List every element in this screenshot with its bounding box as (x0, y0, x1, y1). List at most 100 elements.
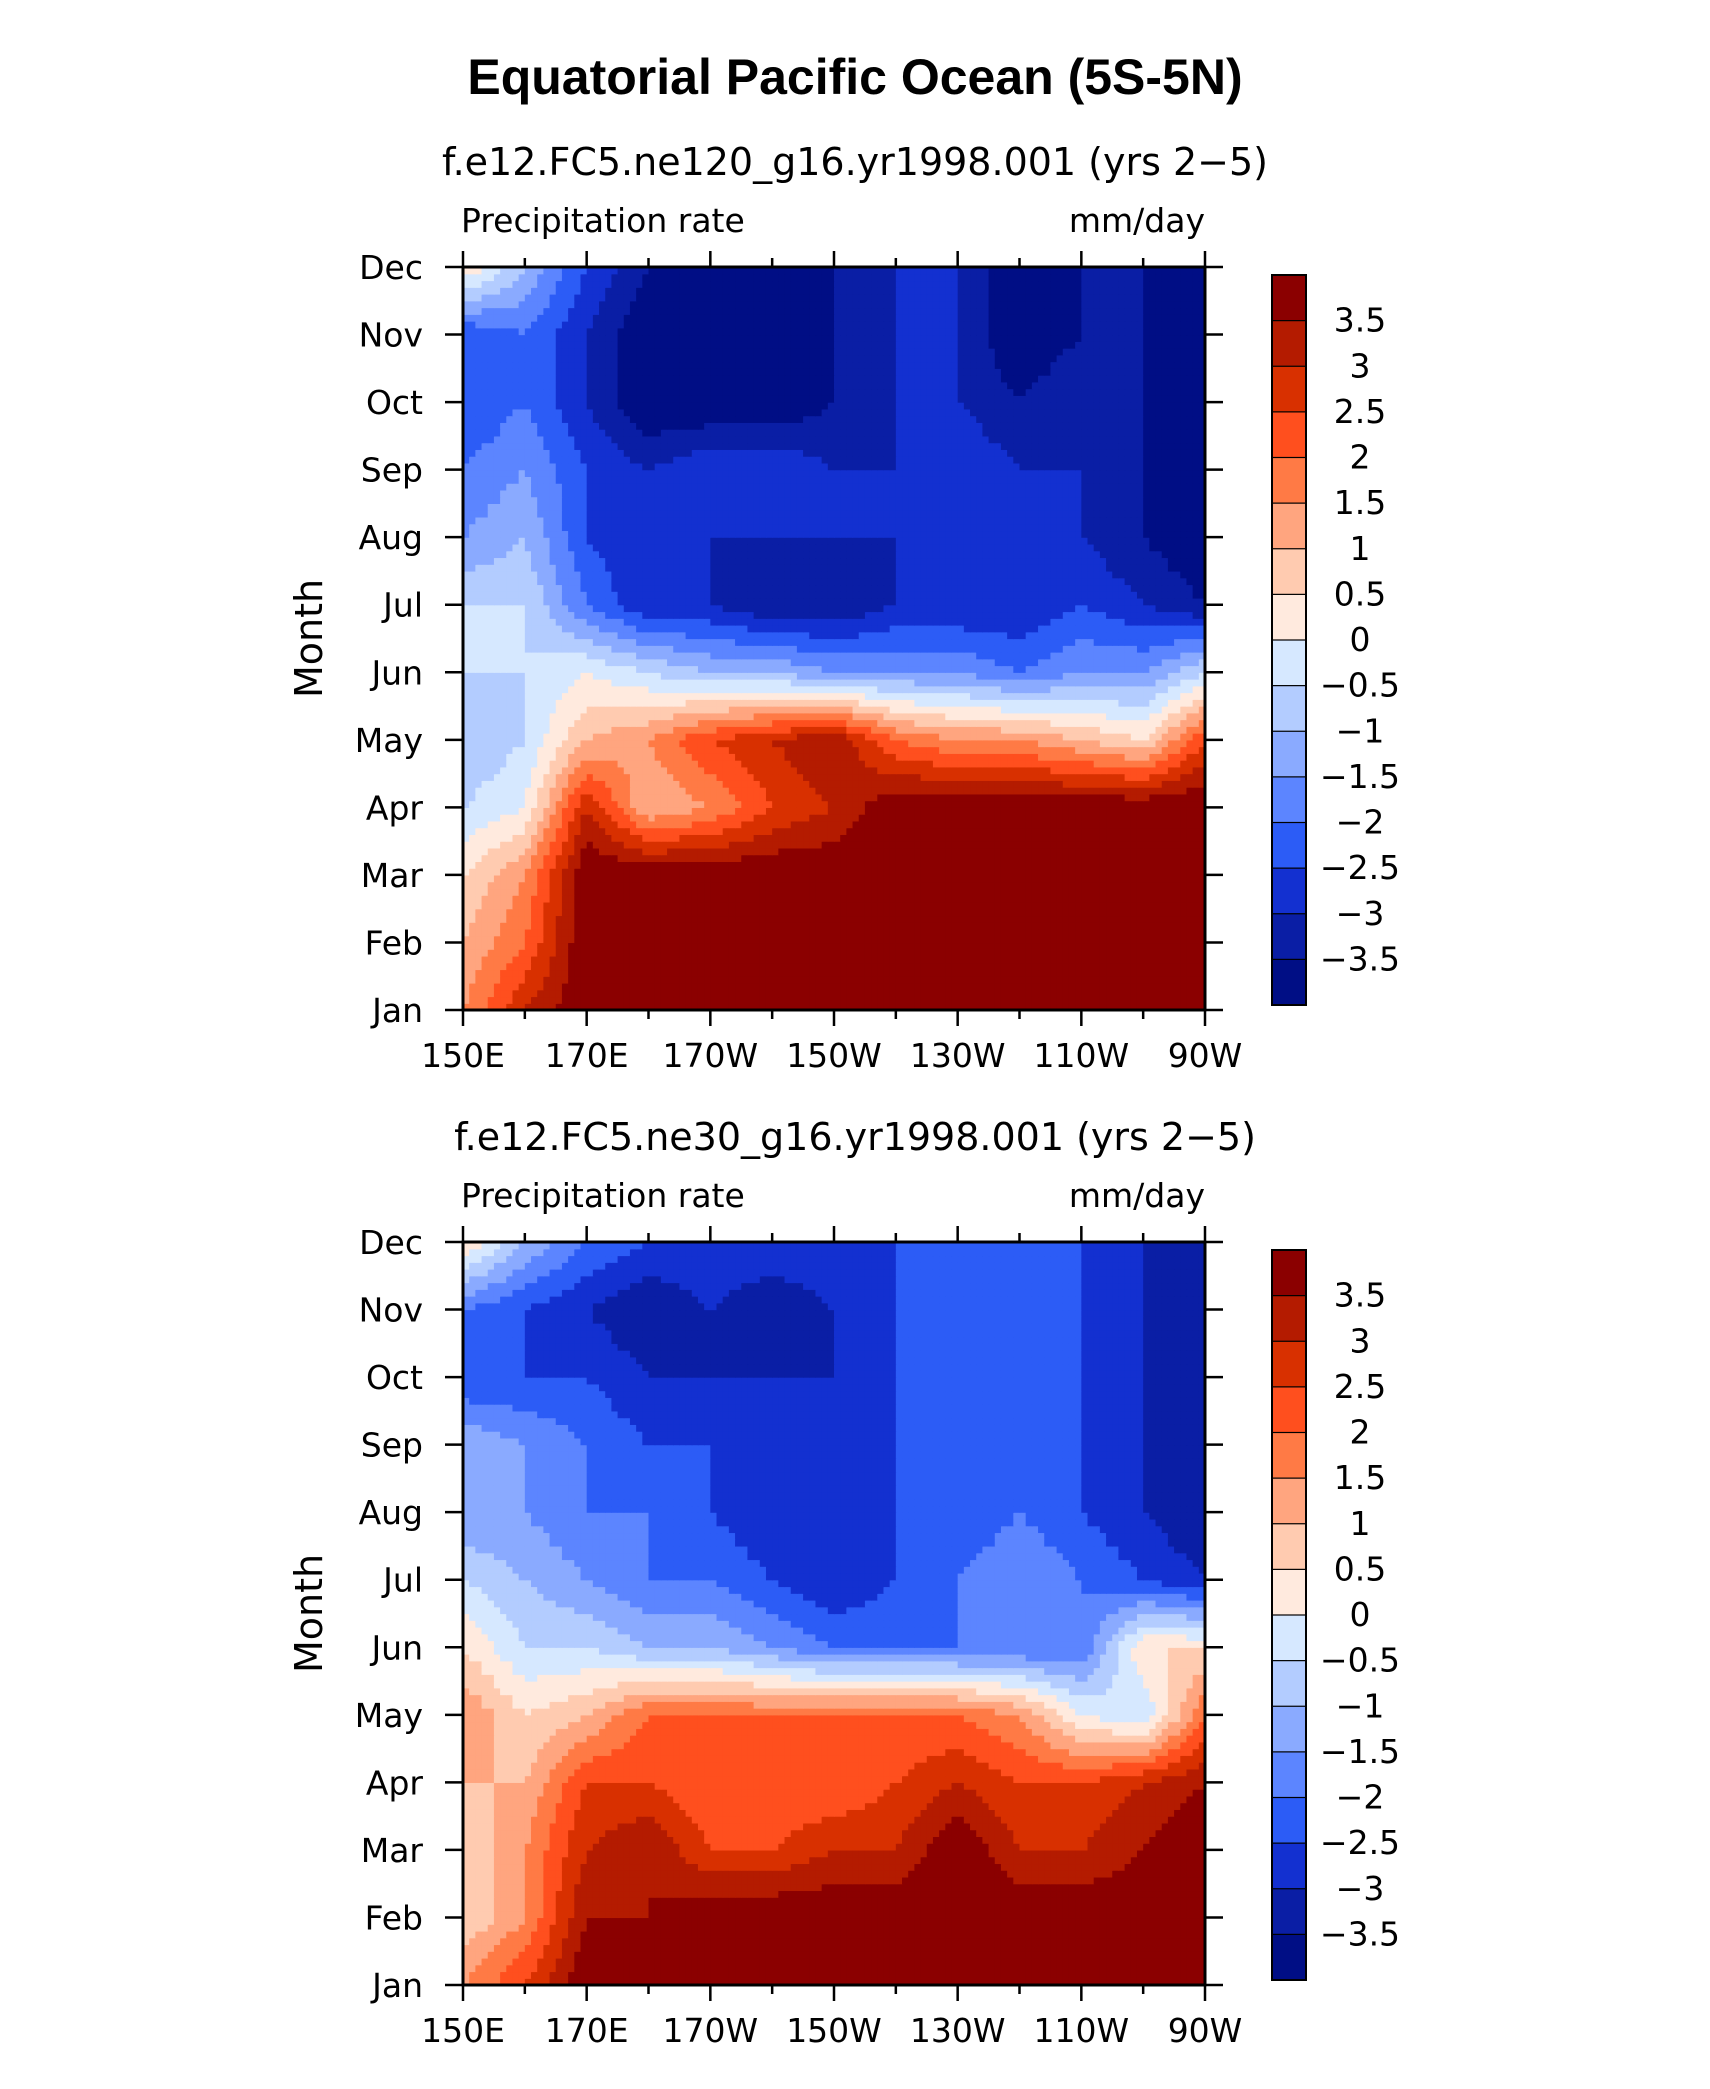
field-cell (957, 955, 965, 964)
field-cell (549, 800, 557, 808)
field-cell (611, 820, 619, 829)
field-cell (963, 861, 971, 869)
field-cell (976, 942, 983, 950)
field-cell (803, 888, 810, 896)
field-cell (1013, 814, 1021, 822)
field-cell (1106, 922, 1113, 930)
field-cell (982, 908, 990, 917)
field-cell (463, 773, 470, 781)
field-cell (889, 780, 897, 788)
field-cell (957, 814, 965, 822)
field-cell (765, 800, 773, 808)
field-cell (877, 996, 885, 1004)
field-cell (1050, 928, 1058, 937)
field-cell (685, 834, 693, 842)
field-cell (679, 1003, 687, 1011)
field-cell (1180, 996, 1188, 1004)
field-cell (722, 814, 730, 822)
field-cell (889, 820, 897, 829)
field-cell (716, 814, 724, 822)
field-cell (679, 868, 687, 876)
field-cell (765, 989, 773, 998)
field-cell (1099, 962, 1107, 971)
field-cell (1007, 928, 1014, 937)
field-cell (1180, 895, 1188, 903)
field-cell (759, 874, 767, 883)
field-cell (765, 726, 773, 734)
field-cell (1155, 928, 1163, 937)
field-cell (815, 753, 823, 761)
field-cell (1099, 935, 1107, 944)
field-cell (735, 989, 742, 998)
field-cell (580, 901, 588, 910)
field-cell (574, 982, 582, 991)
field-cell (1112, 881, 1120, 890)
field-cell (1013, 901, 1021, 910)
field-cell (1019, 1003, 1027, 1011)
field-cell (697, 739, 705, 748)
field-cell (537, 955, 544, 964)
field-cell (858, 868, 866, 876)
field-cell (809, 800, 817, 808)
field-cell (759, 942, 767, 950)
field-cell (864, 942, 872, 950)
field-cell (648, 834, 656, 842)
field-cell (469, 746, 476, 754)
field-cell (796, 753, 804, 761)
field-cell (543, 841, 551, 849)
field-cell (1025, 753, 1033, 761)
field-cell (1013, 874, 1021, 883)
field-cell (697, 841, 705, 849)
field-cell (1149, 942, 1157, 950)
field-cell (1112, 760, 1120, 768)
field-cell (1081, 935, 1089, 944)
field-cell (642, 861, 650, 869)
field-cell (1025, 807, 1033, 815)
field-cell (481, 807, 489, 815)
field-cell (1068, 847, 1076, 856)
field-cell (1099, 1003, 1107, 1011)
field-cell (1038, 949, 1045, 957)
field-cell (1106, 969, 1113, 977)
field-cell (914, 989, 922, 998)
field-cell (1124, 827, 1132, 835)
field-cell (1044, 955, 1052, 964)
field-cell (803, 901, 810, 910)
field-cell (710, 753, 718, 761)
field-cell (1038, 793, 1045, 802)
field-cell (889, 922, 897, 930)
field-cell (827, 807, 835, 815)
field-cell (475, 989, 483, 998)
field-cell (963, 746, 971, 754)
field-cell (759, 901, 767, 910)
field-cell (722, 881, 730, 890)
field-cell (1155, 760, 1163, 768)
field-cell (994, 773, 1002, 781)
field-cell (654, 834, 662, 842)
field-cell (796, 874, 804, 883)
field-cell (1143, 962, 1150, 971)
field-cell (1056, 847, 1064, 856)
field-cell (759, 841, 767, 849)
field-cell (858, 888, 866, 896)
field-cell (673, 895, 681, 903)
field-cell (1050, 827, 1058, 835)
field-cell (784, 807, 792, 815)
field-cell (1075, 814, 1082, 822)
field-cell (531, 760, 538, 768)
field-cell (568, 915, 575, 923)
field-cell (487, 793, 495, 802)
field-cell (543, 847, 551, 856)
field-cell (691, 996, 699, 1004)
field-cell (1186, 881, 1194, 890)
field-cell (1136, 901, 1144, 910)
field-cell (957, 962, 965, 971)
field-cell (790, 881, 798, 890)
field-cell (864, 800, 872, 808)
field-cell (908, 847, 915, 856)
field-cell (988, 928, 996, 937)
field-cell (1093, 841, 1101, 849)
field-cell (840, 874, 847, 883)
field-cell (1075, 760, 1082, 768)
field-cell (500, 874, 507, 883)
